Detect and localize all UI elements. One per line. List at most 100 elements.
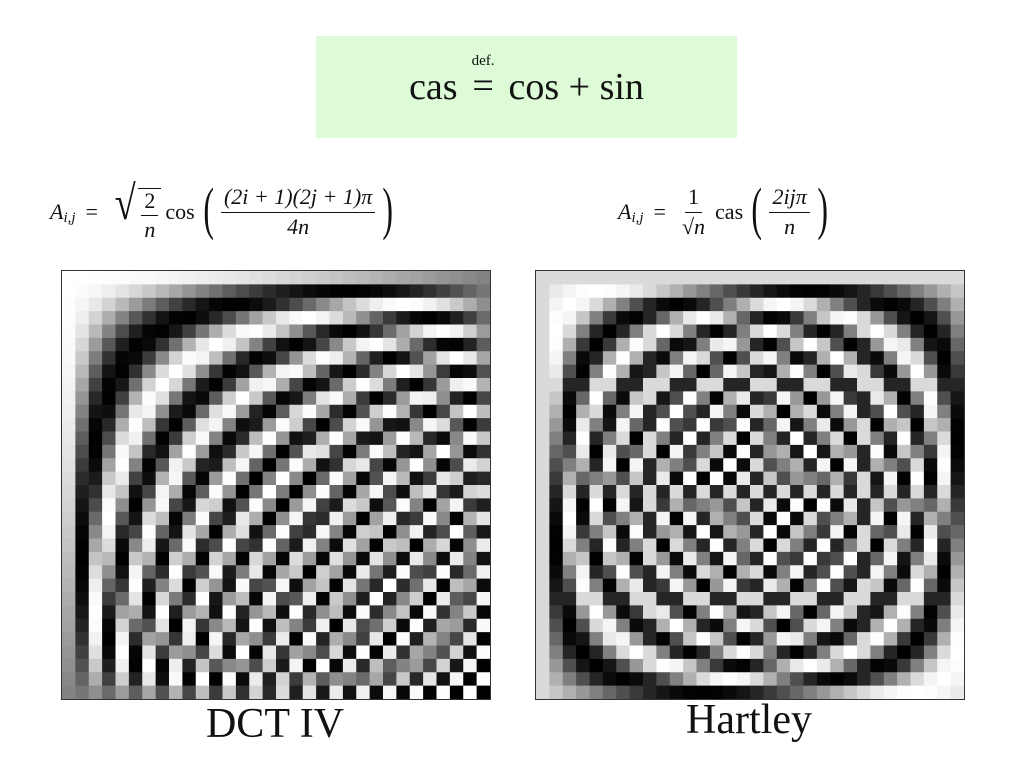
- matrix-cell: [536, 618, 550, 633]
- matrix-cell: [423, 511, 437, 526]
- matrix-cell: [723, 578, 738, 593]
- matrix-cell: [102, 418, 116, 432]
- matrix-cell: [536, 284, 550, 299]
- matrix-cell: [182, 672, 197, 687]
- matrix-cell: [436, 391, 451, 406]
- matrix-cell: [776, 471, 791, 486]
- matrix-cell: [235, 324, 250, 339]
- matrix-cell: [629, 378, 644, 392]
- matrix-cell: [816, 431, 831, 446]
- matrix-cell: [776, 378, 791, 392]
- matrix-cell: [536, 632, 550, 646]
- matrix-cell: [950, 418, 964, 432]
- matrix-cell: [910, 391, 925, 406]
- matrix-cell: [883, 565, 898, 580]
- matrix-cell: [562, 605, 577, 620]
- matrix-cell: [356, 471, 371, 486]
- matrix-cell: [329, 311, 344, 325]
- matrix-cell: [843, 458, 858, 473]
- matrix-cell: [683, 578, 697, 593]
- matrix-cell: [195, 498, 210, 513]
- matrix-cell: [169, 685, 183, 699]
- matrix-cell: [369, 458, 384, 473]
- matrix-cell: [88, 538, 103, 553]
- matrix-cell: [629, 592, 644, 606]
- matrix-cell: [182, 632, 197, 646]
- matrix-cell: [576, 605, 590, 620]
- matrix-cell: [602, 418, 617, 432]
- matrix-cell: [396, 525, 411, 539]
- matrix-cell: [209, 551, 223, 566]
- matrix-cell: [88, 511, 103, 526]
- matrix-cell: [102, 538, 116, 553]
- matrix-cell: [602, 498, 617, 513]
- matrix-cell: [476, 458, 490, 473]
- matrix-cell: [409, 418, 424, 432]
- matrix-cell: [750, 404, 764, 419]
- matrix-cell: [369, 685, 384, 699]
- matrix-cell: [709, 565, 724, 580]
- matrix-cell: [62, 551, 76, 566]
- matrix-cell: [62, 404, 76, 419]
- matrix-cell: [950, 672, 964, 687]
- matrix-cell: [776, 337, 791, 352]
- matrix-cell: [463, 525, 478, 539]
- matrix-cell: [356, 565, 371, 580]
- matrix-cell: [643, 632, 657, 646]
- matrix-cell: [816, 632, 831, 646]
- matrix-cell: [870, 404, 885, 419]
- matrix-cell: [616, 284, 631, 299]
- matrix-cell: [536, 431, 550, 446]
- matrix-cell: [803, 592, 818, 606]
- matrix-cell: [62, 565, 76, 580]
- matrix-cell: [683, 645, 697, 660]
- matrix-cell: [589, 685, 604, 699]
- matrix-cell: [396, 685, 411, 699]
- matrix-cell: [409, 378, 424, 392]
- matrix-cell: [155, 271, 170, 285]
- matrix-cell: [356, 404, 371, 419]
- matrix-cell: [155, 391, 170, 406]
- matrix-cell: [776, 511, 791, 526]
- matrix-cell: [803, 538, 818, 553]
- matrix-cell: [476, 565, 490, 580]
- matrix-cell: [602, 565, 617, 580]
- matrix-cell: [656, 284, 671, 299]
- matrix-cell: [209, 364, 223, 379]
- matrix-cell: [249, 685, 264, 699]
- matrix-cell: [883, 444, 898, 459]
- matrix-cell: [562, 311, 577, 325]
- matrix-cell: [736, 284, 751, 299]
- matrix-cell: [589, 658, 604, 673]
- matrix-cell: [356, 297, 371, 312]
- matrix-cell: [155, 618, 170, 633]
- matrix-cell: [683, 337, 697, 352]
- matrix-cell: [396, 645, 411, 660]
- matrix-cell: [356, 351, 371, 366]
- matrix-cell: [683, 364, 697, 379]
- matrix-cell: [562, 324, 577, 339]
- matrix-cell: [656, 271, 671, 285]
- matrix-cell: [776, 284, 791, 299]
- matrix-cell: [830, 271, 845, 285]
- matrix-cell: [763, 311, 778, 325]
- matrix-cell: [643, 525, 657, 539]
- matrix-cell: [142, 297, 157, 312]
- matrix-cell: [155, 351, 170, 366]
- matrix-cell: [423, 418, 437, 432]
- matrix-cell: [302, 551, 317, 566]
- matrix-cell: [75, 672, 90, 687]
- matrix-cell: [602, 605, 617, 620]
- matrix-cell: [289, 404, 304, 419]
- matrix-cell: [669, 658, 684, 673]
- matrix-cell: [870, 511, 885, 526]
- matrix-cell: [709, 404, 724, 419]
- matrix-cell: [115, 672, 130, 687]
- matrix-cell: [843, 592, 858, 606]
- matrix-cell: [549, 672, 564, 687]
- matrix-cell: [790, 337, 804, 352]
- matrix-cell: [155, 311, 170, 325]
- matrix-cell: [669, 511, 684, 526]
- matrix-cell: [790, 351, 804, 366]
- matrix-cell: [289, 525, 304, 539]
